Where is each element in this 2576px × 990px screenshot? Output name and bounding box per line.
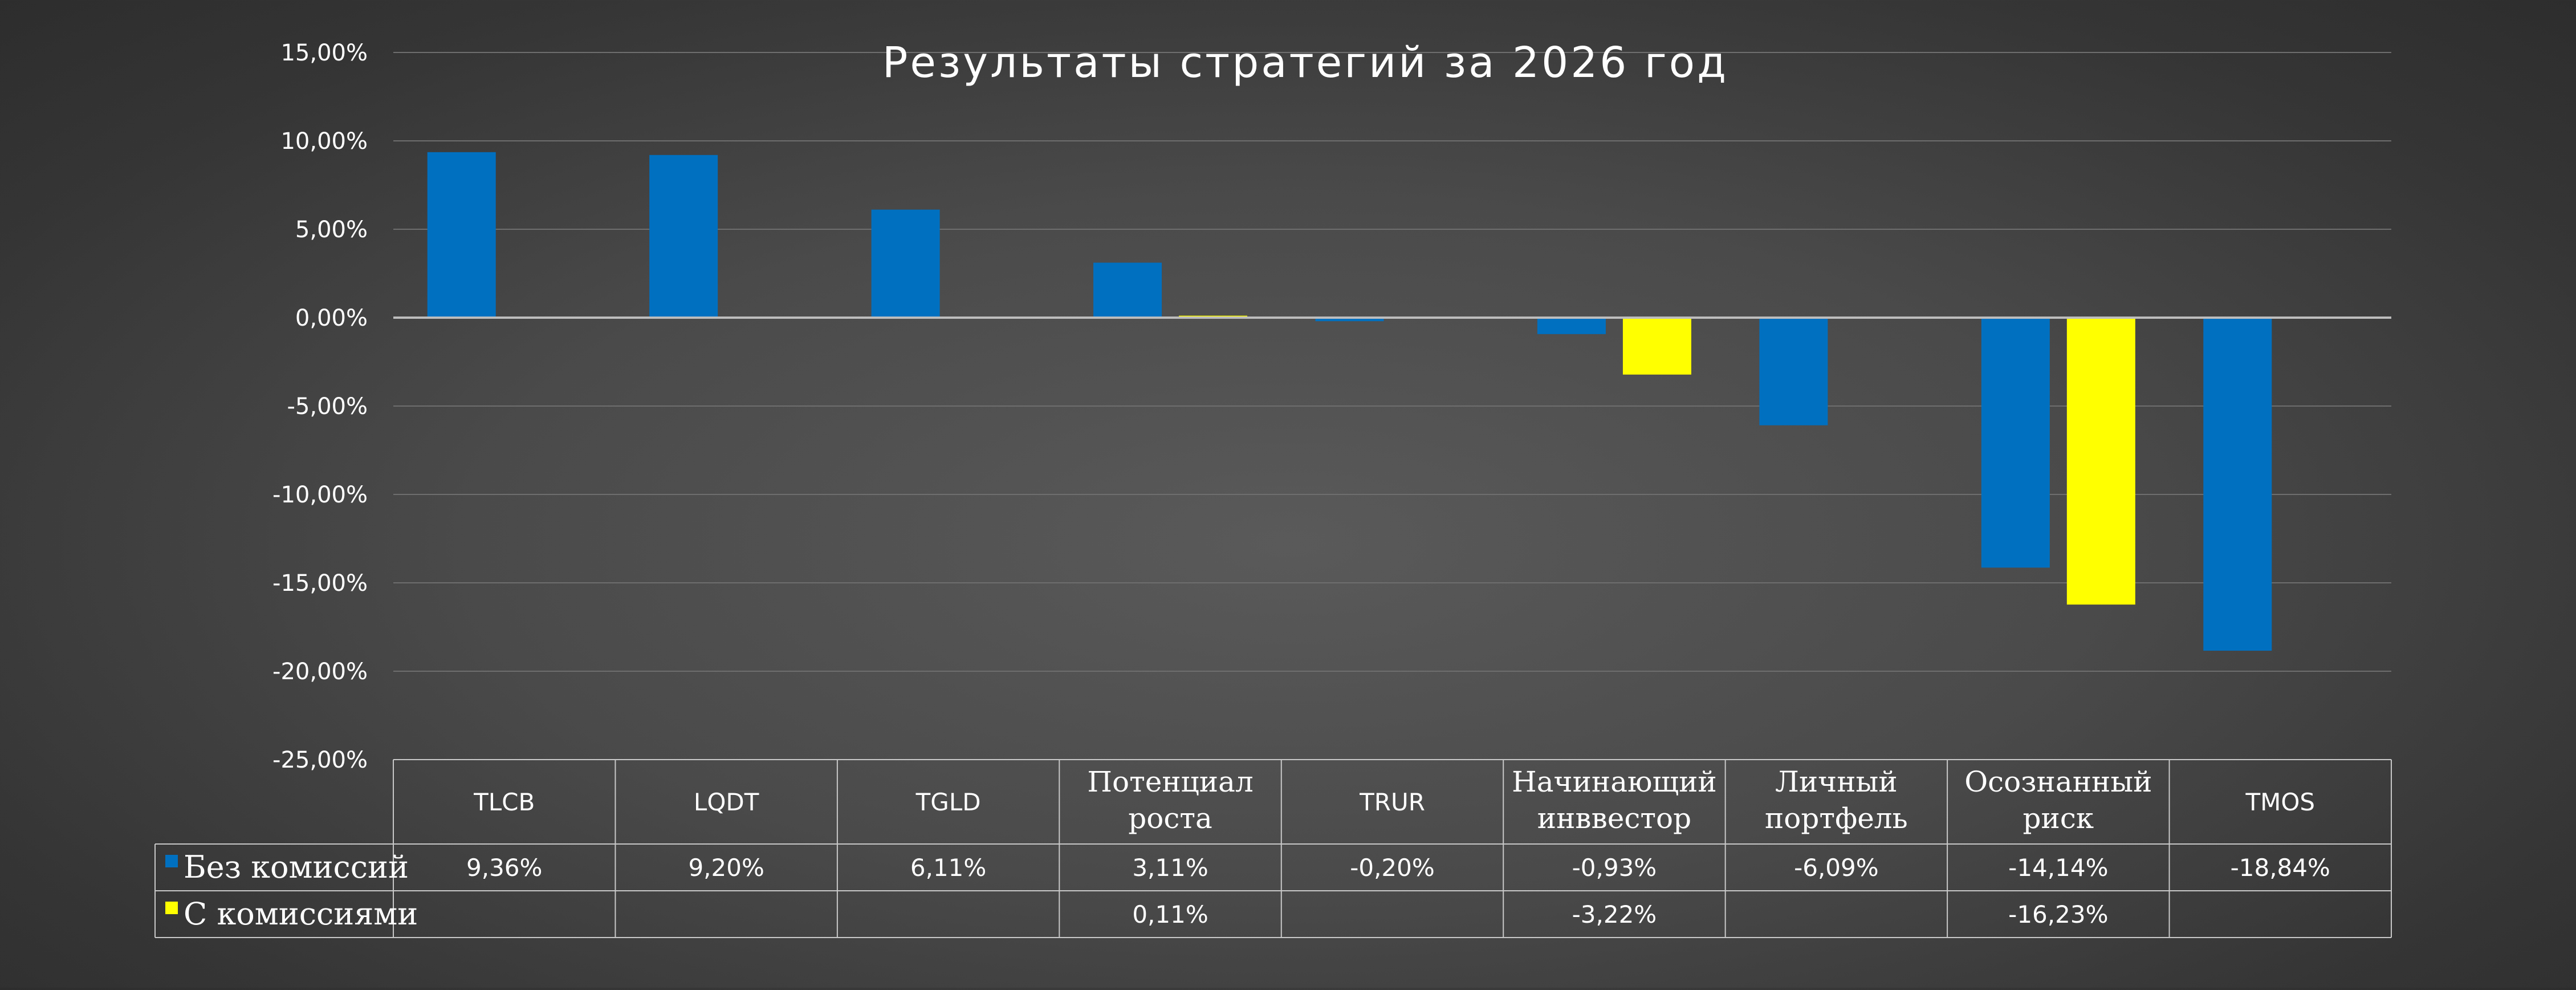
y-tick-label: -10,00% bbox=[272, 482, 368, 508]
category-label: Личный bbox=[1775, 765, 1898, 798]
y-tick-label: 15,00% bbox=[280, 40, 368, 66]
data-label: 3,11% bbox=[1132, 854, 1208, 882]
category-label: портфель bbox=[1765, 802, 1908, 835]
y-tick-label: 0,00% bbox=[295, 305, 368, 331]
category-label: Начинающий bbox=[1512, 765, 1717, 798]
data-label: 0,11% bbox=[1132, 900, 1208, 928]
y-tick-label: -5,00% bbox=[287, 393, 368, 420]
data-label: -16,23% bbox=[2008, 900, 2108, 928]
bars bbox=[427, 152, 2272, 651]
bar bbox=[1093, 262, 1162, 318]
category-label: Осознанный bbox=[1964, 765, 2152, 798]
y-tick-label: 5,00% bbox=[295, 217, 368, 243]
category-label: роста bbox=[1128, 802, 1212, 835]
category-label: Потенциал bbox=[1087, 765, 1253, 798]
legend-label: С комиссиями bbox=[184, 896, 418, 932]
data-label: -0,20% bbox=[1350, 854, 1435, 882]
data-table: TLCB LQDT TGLD Потенциал роста TRUR Начинающий… bbox=[154, 759, 2392, 938]
legend-swatch bbox=[165, 855, 178, 867]
y-axis: 15,00% 10,00% 5,00% 0,00% -5,00% -10,00% -15,0… bbox=[272, 40, 368, 773]
bar bbox=[1981, 318, 2050, 568]
category-label: TGLD bbox=[915, 788, 981, 816]
data-label: -0,93% bbox=[1572, 854, 1657, 882]
chart-title: Результаты стратегий за 2026 год bbox=[882, 38, 1728, 87]
data-label: -18,84% bbox=[2231, 854, 2330, 882]
data-label: -3,22% bbox=[1572, 900, 1657, 928]
data-label: -6,09% bbox=[1794, 854, 1879, 882]
bar bbox=[1759, 318, 1828, 425]
y-tick-label: -20,00% bbox=[272, 659, 368, 685]
y-tick-label: -25,00% bbox=[272, 747, 368, 773]
gridlines bbox=[393, 52, 2391, 672]
y-tick-label: 10,00% bbox=[280, 128, 368, 155]
data-label: 9,20% bbox=[688, 854, 764, 882]
data-label: -14,14% bbox=[2008, 854, 2108, 882]
bar bbox=[1537, 318, 1606, 334]
bar bbox=[2066, 318, 2135, 605]
category-label: риск bbox=[2023, 802, 2094, 835]
legend-swatch bbox=[165, 902, 178, 914]
category-label: TRUR bbox=[1359, 788, 1425, 816]
category-label: инввестор bbox=[1537, 802, 1691, 835]
bar bbox=[427, 152, 496, 318]
category-label: TMOS bbox=[2245, 788, 2315, 816]
bar bbox=[871, 209, 940, 318]
bar bbox=[1622, 318, 1691, 375]
bar bbox=[649, 155, 718, 318]
bar bbox=[1315, 318, 1384, 322]
data-label: 6,11% bbox=[910, 854, 986, 882]
y-tick-label: -15,00% bbox=[272, 570, 368, 597]
data-label: 9,36% bbox=[466, 854, 542, 882]
category-label: TLCB bbox=[473, 788, 535, 816]
category-label: LQDT bbox=[694, 788, 759, 816]
legend-label: Без комиссий bbox=[184, 849, 409, 885]
bar bbox=[2203, 318, 2272, 651]
